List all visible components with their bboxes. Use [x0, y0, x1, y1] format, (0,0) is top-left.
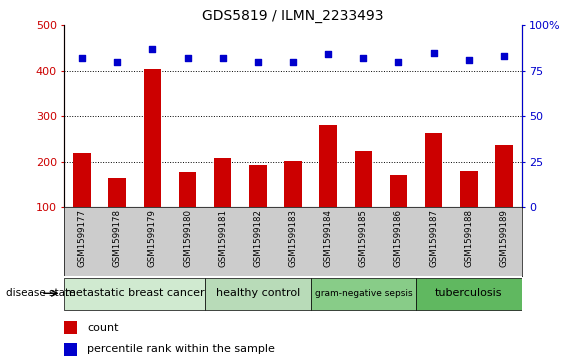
Point	[253, 59, 263, 65]
Bar	[144, 69, 161, 207]
Text: tuberculosis: tuberculosis	[435, 288, 503, 298]
Text: GSM1599181: GSM1599181	[218, 209, 227, 267]
Text: gram-negative sepsis: gram-negative sepsis	[315, 289, 412, 298]
Bar	[214, 158, 231, 207]
Bar	[495, 145, 513, 207]
Text: metastatic breast cancer: metastatic breast cancer	[65, 288, 205, 298]
Bar	[205, 278, 311, 310]
Text: GSM1599177: GSM1599177	[77, 209, 87, 267]
Text: GSM1599185: GSM1599185	[359, 209, 368, 267]
Point	[394, 59, 403, 65]
Bar	[416, 278, 522, 310]
Bar	[460, 171, 478, 207]
Text: GSM1599178: GSM1599178	[113, 209, 122, 267]
Point	[113, 59, 122, 65]
Text: healthy control: healthy control	[216, 288, 300, 298]
Bar	[64, 343, 77, 356]
Text: disease state: disease state	[6, 288, 76, 298]
Point	[464, 57, 473, 63]
Point	[288, 59, 298, 65]
Text: percentile rank within the sample: percentile rank within the sample	[87, 344, 275, 354]
Bar	[73, 153, 91, 207]
Text: GSM1599182: GSM1599182	[253, 209, 263, 267]
Bar	[64, 321, 77, 334]
Point	[323, 52, 333, 57]
Bar	[64, 278, 205, 310]
Bar	[284, 160, 302, 207]
Bar	[355, 151, 372, 207]
Title: GDS5819 / ILMN_2233493: GDS5819 / ILMN_2233493	[202, 9, 384, 23]
Text: GSM1599183: GSM1599183	[288, 209, 298, 267]
Text: GSM1599188: GSM1599188	[464, 209, 473, 267]
Point	[499, 53, 509, 59]
Bar	[319, 125, 337, 207]
Point	[429, 50, 438, 56]
Bar	[179, 171, 196, 207]
Bar	[425, 133, 442, 207]
Bar	[108, 178, 126, 207]
Point	[183, 55, 192, 61]
Text: GSM1599180: GSM1599180	[183, 209, 192, 267]
Text: GSM1599187: GSM1599187	[429, 209, 438, 267]
Point	[218, 55, 227, 61]
Text: count: count	[87, 323, 118, 333]
Point	[148, 46, 157, 52]
Bar	[311, 278, 416, 310]
Text: GSM1599186: GSM1599186	[394, 209, 403, 267]
Point	[359, 55, 368, 61]
Bar	[390, 175, 407, 207]
Text: GSM1599184: GSM1599184	[323, 209, 333, 267]
Text: GSM1599179: GSM1599179	[148, 209, 157, 267]
Text: GSM1599189: GSM1599189	[499, 209, 509, 267]
Bar	[249, 165, 267, 207]
Point	[77, 55, 87, 61]
